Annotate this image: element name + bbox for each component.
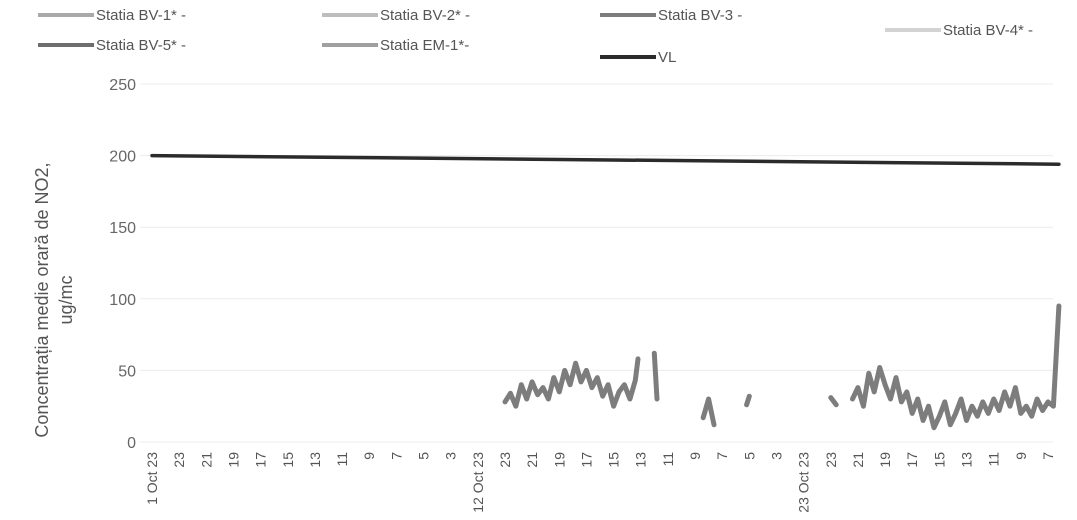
x-tick-label: 23 — [171, 452, 187, 468]
x-tick-label: 11 — [986, 452, 1002, 467]
x-tick-label: 19 — [877, 452, 893, 468]
x-tick-label: 12 Oct 23 — [470, 452, 486, 513]
x-tick-label: 1 Oct 23 — [144, 452, 160, 505]
x-tick-label: 21 — [524, 452, 540, 468]
x-tick-label: 23 Oct 23 — [796, 452, 812, 513]
legend-label: Statia EM-1*- — [380, 37, 469, 54]
x-axis-ticks: 1 Oct 23 23 21 19 17 15 13 11 9 7 5 3 12 Oct 23 23 21 1… — [144, 452, 1056, 513]
y-tick-label: 50 — [118, 363, 136, 380]
x-tick-label: 7 — [1040, 452, 1056, 460]
x-tick-label: 11 — [334, 452, 350, 467]
x-tick-label: 21 — [198, 452, 214, 468]
x-tick-label: 13 — [959, 452, 975, 468]
legend-label: Statia BV-3 - — [658, 7, 742, 24]
x-tick-label: 7 — [388, 452, 404, 460]
x-tick-label: 5 — [416, 452, 432, 460]
legend-label: Statia BV-5* - — [96, 37, 186, 54]
legend-label: Statia BV-1* - — [96, 7, 186, 24]
x-tick-label: 21 — [850, 452, 866, 468]
y-tick-label: 200 — [109, 149, 136, 166]
x-tick-label: 7 — [714, 452, 730, 460]
y-tick-label: 250 — [109, 77, 136, 94]
legend-label: Statia BV-4* - — [943, 22, 1033, 39]
y-tick-label: 0 — [127, 435, 136, 452]
x-tick-label: 15 — [931, 452, 947, 468]
y-tick-label: 100 — [109, 292, 136, 309]
x-tick-label: 13 — [307, 452, 323, 468]
x-tick-label: 11 — [660, 452, 676, 467]
y-tick-label: 150 — [109, 220, 136, 237]
x-tick-label: 17 — [904, 452, 920, 468]
x-tick-label: 3 — [768, 452, 784, 460]
x-tick-label: 9 — [1013, 452, 1029, 460]
gridlines — [140, 83, 1053, 443]
series-lines — [150, 153, 1062, 431]
x-tick-label: 23 — [497, 452, 513, 468]
x-tick-label: 3 — [443, 452, 459, 460]
series-line-6 — [150, 153, 1061, 166]
x-tick-label: 13 — [633, 452, 649, 468]
y-axis-label: Concentrația medie orară de NO2, ug/mc — [32, 162, 76, 437]
legend: Statia BV-1* - Statia BV-2* - Statia BV-3 … — [38, 7, 1033, 66]
y-axis-label-line-2: ug/mc — [56, 275, 76, 324]
legend-label: Statia BV-2* - — [380, 7, 470, 24]
x-tick-label: 15 — [606, 452, 622, 468]
x-tick-label: 15 — [280, 452, 296, 468]
x-tick-label: 9 — [687, 452, 703, 460]
x-tick-label: 9 — [361, 452, 377, 460]
x-tick-label: 19 — [225, 452, 241, 468]
x-tick-label: 19 — [551, 452, 567, 468]
series-line-2 — [502, 303, 1062, 431]
legend-label: VL — [658, 49, 676, 66]
x-tick-label: 17 — [253, 452, 269, 468]
y-axis-ticks: 0 50 100 150 200 250 — [109, 77, 136, 452]
x-tick-label: 17 — [578, 452, 594, 468]
y-axis-label-line-1: Concentrația medie orară de NO2, — [32, 162, 52, 437]
x-tick-label: 23 — [823, 452, 839, 468]
x-tick-label: 5 — [741, 452, 757, 460]
